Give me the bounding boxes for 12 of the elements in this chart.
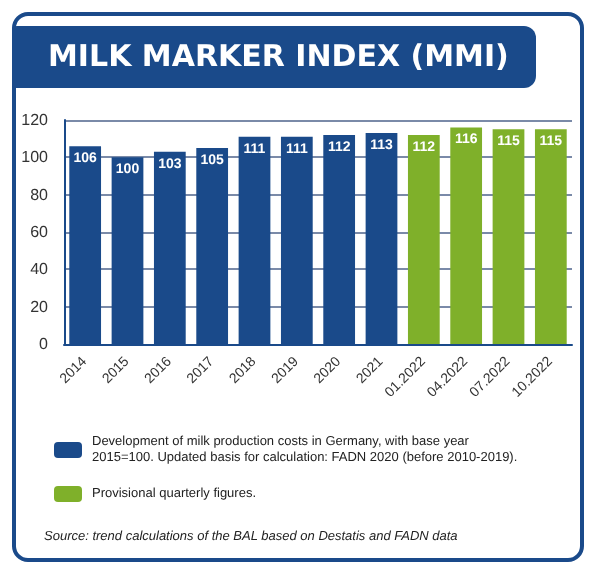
y-tick-label: 120: [21, 111, 50, 129]
y-tick-label: 60: [30, 223, 50, 241]
y-tick-label: 0: [39, 335, 50, 353]
bar: [407, 134, 440, 344]
bar: [450, 127, 483, 344]
y-tick-label: 40: [30, 260, 50, 279]
bar: [534, 129, 567, 344]
bar: [492, 129, 525, 344]
y-tick-label: 20: [30, 297, 50, 316]
y-tick-label: 80: [30, 185, 50, 204]
chart-title: MILK MARKER INDEX (MMI): [16, 26, 537, 88]
y-tick-label: 100: [21, 148, 50, 167]
